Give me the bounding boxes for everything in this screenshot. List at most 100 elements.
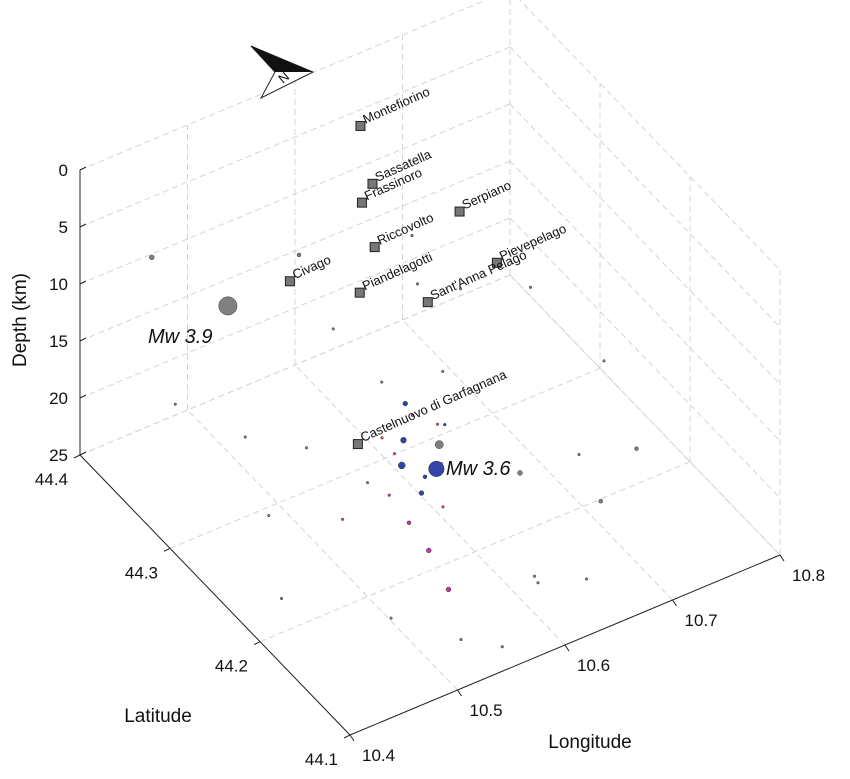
y-tick — [253, 641, 261, 646]
quake — [389, 616, 393, 620]
z-tick-label: 15 — [49, 332, 68, 351]
quake — [410, 233, 414, 238]
quake — [428, 460, 445, 477]
quake — [584, 577, 589, 581]
town-marker — [454, 206, 465, 217]
quake — [528, 285, 533, 289]
quake — [441, 369, 445, 373]
y-axis-label: Latitude — [124, 706, 192, 727]
town-marker — [355, 120, 366, 131]
grid-line — [259, 461, 691, 643]
quake — [149, 254, 155, 261]
town-marker — [356, 197, 367, 208]
y-tick-label: 44.4 — [35, 470, 68, 489]
y-tick-label: 44.2 — [215, 657, 248, 676]
x-tick-label: 10.8 — [792, 566, 825, 585]
quake — [415, 282, 420, 286]
quake — [243, 435, 247, 439]
y-tick-label: 44.1 — [305, 750, 338, 769]
quake — [392, 452, 397, 456]
grid-line — [79, 217, 511, 399]
quake — [380, 380, 384, 384]
z-tick — [79, 394, 87, 399]
quake — [517, 470, 523, 476]
quake — [459, 637, 463, 642]
town-marker — [367, 178, 378, 189]
quake — [598, 499, 603, 504]
quake — [434, 440, 444, 449]
quake — [577, 452, 581, 457]
town-marker — [491, 257, 502, 268]
quake — [406, 520, 412, 525]
grid-line — [509, 103, 781, 385]
z-tick-label: 25 — [49, 446, 68, 465]
grid-line — [79, 46, 511, 228]
quake — [426, 547, 432, 554]
z-axis-label: Depth (km) — [10, 273, 31, 367]
quake — [435, 422, 440, 426]
z-tick-label: 0 — [59, 161, 68, 180]
z-tick — [79, 451, 87, 456]
y-tick-label: 44.3 — [125, 563, 158, 582]
y-tick — [73, 454, 81, 459]
quake — [602, 359, 606, 363]
town-label: Riccovolto — [375, 210, 436, 248]
quake — [441, 505, 445, 509]
x-tick — [564, 644, 570, 652]
x-tick — [779, 554, 785, 562]
grid-line — [169, 367, 601, 549]
quake — [422, 474, 428, 479]
points — [149, 120, 639, 649]
quake — [267, 513, 271, 518]
grid-line — [402, 319, 673, 601]
quake — [279, 596, 284, 601]
x-tick — [457, 689, 462, 697]
grid-line — [509, 274, 781, 556]
x-tick-label: 10.4 — [362, 746, 395, 765]
town-label: Sant'Anna Pelago — [428, 247, 529, 303]
z-tick-label: 20 — [49, 389, 68, 408]
town-marker — [284, 276, 295, 287]
quake — [380, 436, 384, 440]
town-label: Serpiano — [460, 177, 514, 212]
z-tick — [79, 223, 87, 228]
town-label: Piandelagotti — [360, 249, 435, 293]
quake — [304, 446, 309, 450]
quake — [410, 413, 415, 417]
town-label: Civago — [290, 252, 333, 282]
x-tick-label: 10.5 — [470, 701, 503, 720]
y-axis — [79, 454, 351, 736]
z-tick-label: 5 — [59, 218, 68, 237]
quake — [218, 296, 238, 316]
quake — [443, 423, 447, 427]
quake — [331, 327, 335, 331]
quake — [500, 645, 504, 649]
quake — [387, 493, 391, 497]
labels: 10.4 10.5 10.6 10.7 10.8 44.1 44.2 44.3 44.4 0 5 10… — [35, 84, 825, 769]
x-tick-label: 10.7 — [685, 611, 718, 630]
quake — [340, 517, 345, 521]
grid-line — [79, 103, 511, 285]
grid-line — [79, 160, 511, 342]
grid-line — [509, 46, 781, 328]
z-tick — [79, 337, 87, 342]
grid-line — [518, 0, 781, 271]
town-marker — [422, 297, 433, 308]
grid-line — [509, 217, 781, 499]
town-marker — [369, 242, 380, 253]
grid-line — [294, 364, 566, 646]
quake — [296, 252, 302, 258]
annotation: Mw 3.6 — [446, 458, 511, 480]
x-axis-label: Longitude — [548, 732, 631, 753]
quake — [402, 400, 408, 407]
grid-line — [187, 409, 458, 691]
quake — [458, 287, 463, 291]
quake — [532, 574, 537, 578]
quake — [634, 446, 639, 451]
quake — [365, 481, 370, 485]
quake — [536, 581, 540, 585]
z-tick — [79, 166, 87, 171]
x-tick — [349, 734, 355, 742]
north-arrow: N — [250, 45, 315, 100]
